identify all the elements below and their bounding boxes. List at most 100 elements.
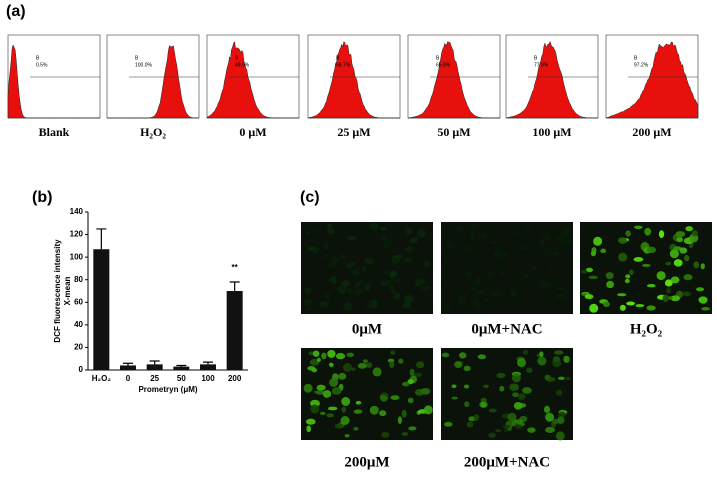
- cell: [590, 250, 596, 257]
- bar: [200, 364, 216, 370]
- cell: [540, 245, 549, 251]
- cell: [548, 283, 555, 289]
- histogram-label: 25 μM: [337, 125, 370, 139]
- cell: [464, 401, 470, 408]
- cell: [420, 286, 431, 291]
- cell: [626, 301, 635, 306]
- bar: [93, 249, 110, 370]
- cell: [473, 414, 480, 421]
- cell: [496, 372, 506, 379]
- cell: [646, 284, 656, 288]
- cell: [398, 358, 404, 364]
- histogram: [107, 45, 199, 119]
- cell: [441, 352, 450, 358]
- cell: [451, 396, 458, 400]
- cell: [385, 306, 391, 310]
- cell: [479, 401, 488, 408]
- error-bar: [123, 362, 133, 366]
- cell: [403, 258, 414, 263]
- cell: [324, 292, 331, 301]
- cell: [673, 259, 683, 267]
- cell: [451, 384, 457, 389]
- cell: [465, 256, 475, 262]
- cell: [490, 280, 497, 288]
- cell: [463, 384, 470, 389]
- cell: [565, 376, 571, 381]
- cell: [353, 426, 359, 431]
- y-tick-label: 60: [74, 297, 83, 306]
- cell: [489, 227, 499, 235]
- cell: [557, 237, 566, 242]
- cell: [343, 362, 352, 372]
- cell: [520, 246, 531, 251]
- cell: [517, 393, 526, 401]
- cell: [669, 249, 679, 259]
- gate-percent: 49.5%: [235, 62, 250, 68]
- cell: [488, 432, 496, 439]
- panel-label: (a): [6, 3, 26, 20]
- cell: [407, 295, 416, 299]
- y-tick-label: 80: [74, 275, 83, 284]
- cell: [618, 237, 628, 244]
- cell: [490, 240, 497, 245]
- cell: [510, 277, 519, 282]
- cell: [338, 372, 347, 380]
- cell: [502, 424, 511, 429]
- cell: [511, 373, 521, 383]
- cell: [509, 289, 517, 298]
- cell: [644, 227, 652, 236]
- cell: [589, 303, 599, 313]
- cell: [492, 254, 503, 261]
- cell: [334, 423, 344, 429]
- cell: [393, 292, 401, 300]
- cell: [665, 261, 672, 266]
- cell: [679, 247, 688, 254]
- y-tick-label: 20: [74, 343, 83, 352]
- cell: [553, 356, 560, 362]
- bar: [173, 366, 190, 370]
- gate-label: B: [135, 55, 139, 61]
- cell: [311, 367, 318, 373]
- gate-percent: 58.7%: [336, 62, 351, 68]
- cell: [352, 291, 362, 295]
- cell: [380, 279, 390, 287]
- cell: [405, 246, 414, 252]
- cell: [527, 427, 536, 433]
- cell: [646, 305, 656, 311]
- image-label: H₂O₂: [630, 321, 663, 337]
- y-tick-label: 0: [79, 365, 84, 374]
- cell: [402, 381, 410, 387]
- cell: [495, 428, 502, 433]
- cell: [335, 352, 346, 360]
- cell: [700, 263, 705, 270]
- cell: [543, 249, 552, 257]
- cell: [327, 406, 338, 411]
- cell: [561, 228, 572, 235]
- histogram: [407, 40, 500, 119]
- cell: [517, 358, 526, 368]
- cell: [616, 293, 627, 297]
- cell: [564, 290, 570, 299]
- cell: [559, 239, 569, 248]
- cell: [666, 287, 671, 294]
- cell: [401, 409, 407, 418]
- cell: [397, 416, 402, 425]
- cell: [362, 359, 368, 364]
- cell: [362, 265, 367, 272]
- cell: [417, 228, 427, 238]
- cell: [633, 225, 643, 229]
- cell: [526, 367, 533, 373]
- cell: [563, 355, 570, 363]
- cell: [353, 409, 363, 414]
- cell: [509, 383, 520, 391]
- cell: [312, 229, 320, 233]
- cell: [322, 254, 329, 259]
- cell: [331, 276, 337, 284]
- panel-label: (b): [32, 189, 52, 206]
- cell: [555, 235, 562, 239]
- cell: [624, 278, 630, 284]
- cell: [542, 235, 552, 241]
- error-bar: [149, 360, 160, 365]
- cell: [372, 300, 378, 308]
- cell: [445, 243, 452, 249]
